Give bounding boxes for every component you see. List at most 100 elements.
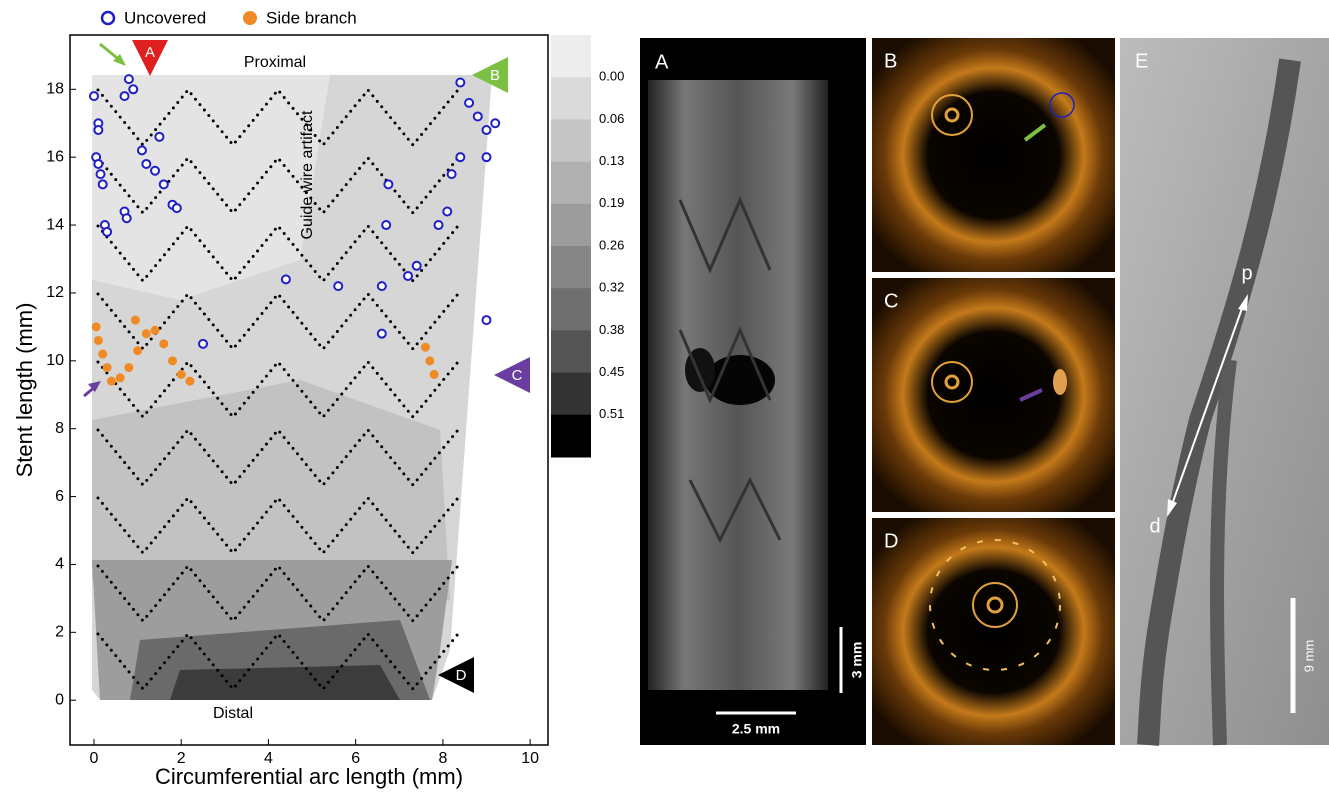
scale-label: 3 mm	[849, 642, 865, 679]
data-point	[103, 363, 112, 372]
colorbar-label: 0.38	[599, 322, 624, 337]
data-point	[456, 153, 464, 161]
data-point	[483, 153, 491, 161]
data-point	[430, 370, 439, 379]
data-point	[378, 330, 386, 338]
data-point	[177, 370, 186, 379]
panel-b: B	[872, 38, 1115, 272]
data-point	[448, 170, 456, 178]
data-point	[90, 92, 98, 100]
legend-swatch	[102, 12, 114, 24]
colorbar-band	[551, 77, 591, 120]
data-point	[99, 180, 107, 188]
y-tick-label: 16	[46, 148, 64, 165]
panel-e: E p d 9 mm	[1120, 38, 1329, 745]
panel-label: B	[884, 50, 897, 72]
data-point	[159, 339, 168, 348]
point-label: p	[1241, 262, 1252, 284]
data-point	[282, 275, 290, 283]
colorbar: 0.000.060.130.190.260.320.380.450.51	[551, 35, 624, 458]
data-point	[465, 99, 473, 107]
colorbar-band	[551, 162, 591, 205]
panel-d: D	[872, 518, 1115, 745]
data-point	[121, 92, 129, 100]
data-point	[131, 316, 140, 325]
y-tick-label: 8	[55, 420, 64, 437]
panel-label: A	[655, 51, 669, 73]
y-tick-label: 12	[46, 284, 64, 301]
colorbar-band	[551, 119, 591, 162]
dark-region	[705, 355, 775, 405]
y-tick-label: 18	[46, 81, 64, 98]
point-label: d	[1149, 515, 1160, 537]
scale-label: 2.5 mm	[732, 721, 780, 737]
y-tick-label: 10	[46, 352, 64, 369]
figure: 0246810024681012141618 Stent length (mm)…	[0, 0, 1329, 797]
data-point	[173, 204, 181, 212]
data-point	[425, 356, 434, 365]
data-point	[142, 329, 151, 338]
x-axis-label: Circumferential arc length (mm)	[155, 764, 463, 789]
legend-swatch	[243, 11, 257, 25]
colorbar-label: 0.00	[599, 69, 624, 84]
data-point	[160, 180, 168, 188]
colorbar-band	[551, 246, 591, 289]
legend-label: Uncovered	[124, 8, 206, 27]
data-point	[421, 343, 430, 352]
data-point	[382, 221, 390, 229]
page: 0246810024681012141618 Stent length (mm)…	[0, 0, 1329, 802]
data-point	[123, 214, 131, 222]
colorbar-label: 0.32	[599, 280, 624, 295]
colorbar-band	[551, 373, 591, 416]
y-tick-label: 0	[55, 691, 64, 708]
data-point	[404, 272, 412, 280]
data-point	[125, 75, 133, 83]
data-point	[155, 133, 163, 141]
y-axis-label: Stent length (mm)	[12, 303, 37, 478]
data-point	[98, 350, 107, 359]
data-point	[456, 79, 464, 87]
colorbar-band	[551, 204, 591, 247]
y-tick-label: 14	[46, 216, 64, 233]
colorbar-band	[551, 288, 591, 331]
annotation: Proximal	[244, 54, 306, 71]
data-point	[97, 170, 105, 178]
x-tick-label: 0	[90, 750, 99, 767]
panel-label: E	[1135, 50, 1148, 72]
legend-label: Side branch	[266, 8, 357, 27]
x-tick-label: 10	[521, 750, 539, 767]
data-point	[483, 126, 491, 134]
data-point	[334, 282, 342, 290]
data-point	[413, 262, 421, 270]
data-point	[103, 228, 111, 236]
data-point	[474, 112, 482, 120]
colorbar-band	[551, 330, 591, 373]
marker-label: B	[490, 67, 500, 84]
colorbar-label: 0.13	[599, 153, 624, 168]
data-point	[185, 377, 194, 386]
annotation: Distal	[213, 705, 253, 722]
data-point	[107, 377, 116, 386]
panel-c: C	[872, 278, 1115, 512]
annotation: Guide wire artifact	[299, 110, 316, 239]
colorbar-label: 0.06	[599, 111, 624, 126]
data-point	[116, 373, 125, 382]
data-point	[199, 340, 207, 348]
y-tick-label: 4	[55, 556, 64, 573]
colorbar-band	[551, 35, 591, 78]
y-tick-label: 2	[55, 624, 64, 641]
contour-patch	[170, 665, 400, 700]
data-point	[94, 336, 103, 345]
data-point	[151, 326, 160, 335]
data-point	[138, 146, 146, 154]
panel-label: C	[884, 290, 898, 312]
data-point	[168, 356, 177, 365]
data-point	[129, 85, 137, 93]
colorbar-label: 0.51	[599, 406, 624, 421]
colorbar-label: 0.19	[599, 195, 624, 210]
data-point	[124, 363, 133, 372]
data-point	[151, 167, 159, 175]
marker-label: D	[456, 667, 467, 684]
data-point	[92, 322, 101, 331]
data-point	[94, 160, 102, 168]
